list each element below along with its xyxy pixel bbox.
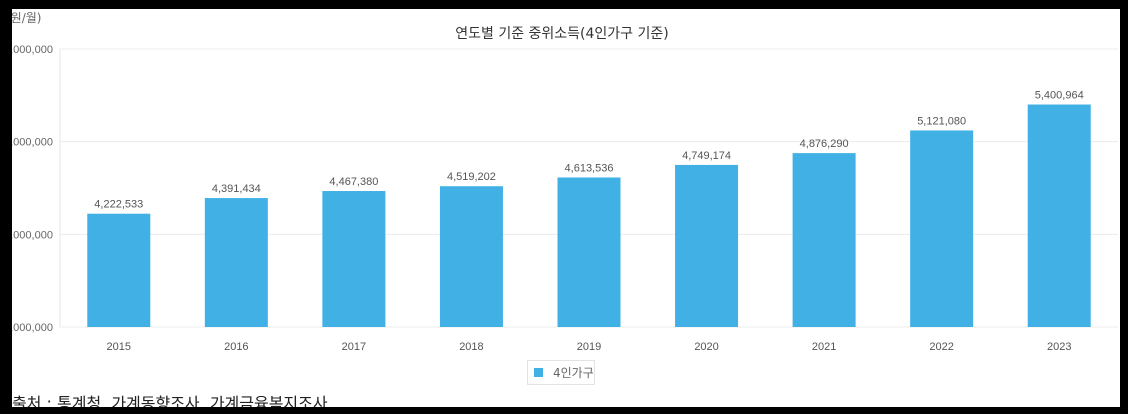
bar: [322, 191, 386, 327]
legend[interactable]: 4인가구: [527, 360, 595, 385]
data-label: 5,121,080: [917, 115, 966, 127]
data-label: 4,876,290: [800, 138, 849, 150]
data-label: 4,222,533: [94, 199, 143, 211]
bar: [675, 164, 739, 327]
x-tick-label: 2023: [1047, 341, 1071, 353]
bar: [204, 198, 268, 327]
legend-label: 4인가구: [553, 366, 594, 380]
bar: [792, 153, 856, 327]
x-tick-label: 2022: [929, 341, 953, 353]
x-tick-label: 2020: [694, 341, 718, 353]
bar-chart: 3,000,000 4,000,000 5,000,000 6,000,000 4,22…: [12, 44, 1118, 353]
y-tick-label: 6,000,000: [12, 44, 53, 56]
x-tick-label: 2016: [224, 341, 248, 353]
y-axis-unit: (원/월): [12, 11, 42, 25]
bar: [557, 177, 621, 327]
y-tick-label: 3,000,000: [12, 322, 53, 334]
data-label: 4,613,536: [565, 162, 614, 174]
chart-title: 연도별 기준 중위소득(4인가구 기준): [455, 26, 669, 42]
data-label: 4,391,434: [212, 183, 261, 195]
bar: [439, 186, 503, 327]
x-tick-label: 2018: [459, 341, 483, 353]
legend-swatch: [534, 368, 543, 377]
data-label: 5,400,964: [1035, 90, 1084, 102]
data-label: 4,467,380: [329, 176, 378, 188]
y-tick-label: 5,000,000: [12, 137, 53, 149]
x-tick-label: 2021: [812, 341, 836, 353]
data-label: 4,749,174: [682, 150, 731, 162]
x-tick-label: 2015: [107, 341, 131, 353]
data-label: 4,519,202: [447, 171, 496, 183]
bar: [910, 130, 974, 327]
x-tick-label: 2017: [342, 341, 366, 353]
x-tick-label: 2019: [577, 341, 601, 353]
chart-panel: (원/월) 연도별 기준 중위소득(4인가구 기준) 3,000,000 4,00…: [12, 9, 1120, 407]
source-note: 출처 : 통계청, 가계동향조사, 가계금융복지조사: [12, 394, 328, 407]
y-tick-label: 4,000,000: [12, 229, 53, 241]
bar: [1027, 104, 1091, 327]
bar: [87, 213, 151, 327]
